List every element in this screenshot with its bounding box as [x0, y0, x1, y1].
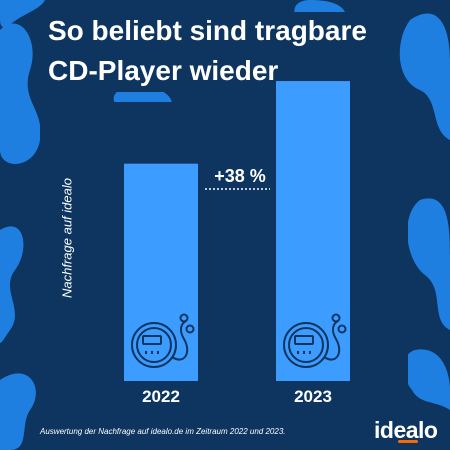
- x-tick-label-2023: 2023: [294, 387, 332, 406]
- portable-cd-player-icon: [131, 313, 195, 368]
- portable-cd-player-icon: [283, 313, 347, 368]
- brand-logo: idealo: [374, 417, 438, 443]
- y-axis-label: Nachfrage auf idealo: [59, 178, 75, 298]
- brand-box: [368, 416, 436, 444]
- source-footnote: Auswertung der Nachfrage auf idealo.de i…: [40, 427, 286, 436]
- brand-logo-swoosh: [398, 440, 418, 443]
- x-tick-label-2022: 2022: [142, 387, 180, 406]
- chart-title-line-2: CD-Player wieder: [40, 52, 289, 92]
- growth-annotation: +38 %: [214, 166, 266, 186]
- chart-title-line-1: So beliebt sind tragbare: [40, 12, 377, 52]
